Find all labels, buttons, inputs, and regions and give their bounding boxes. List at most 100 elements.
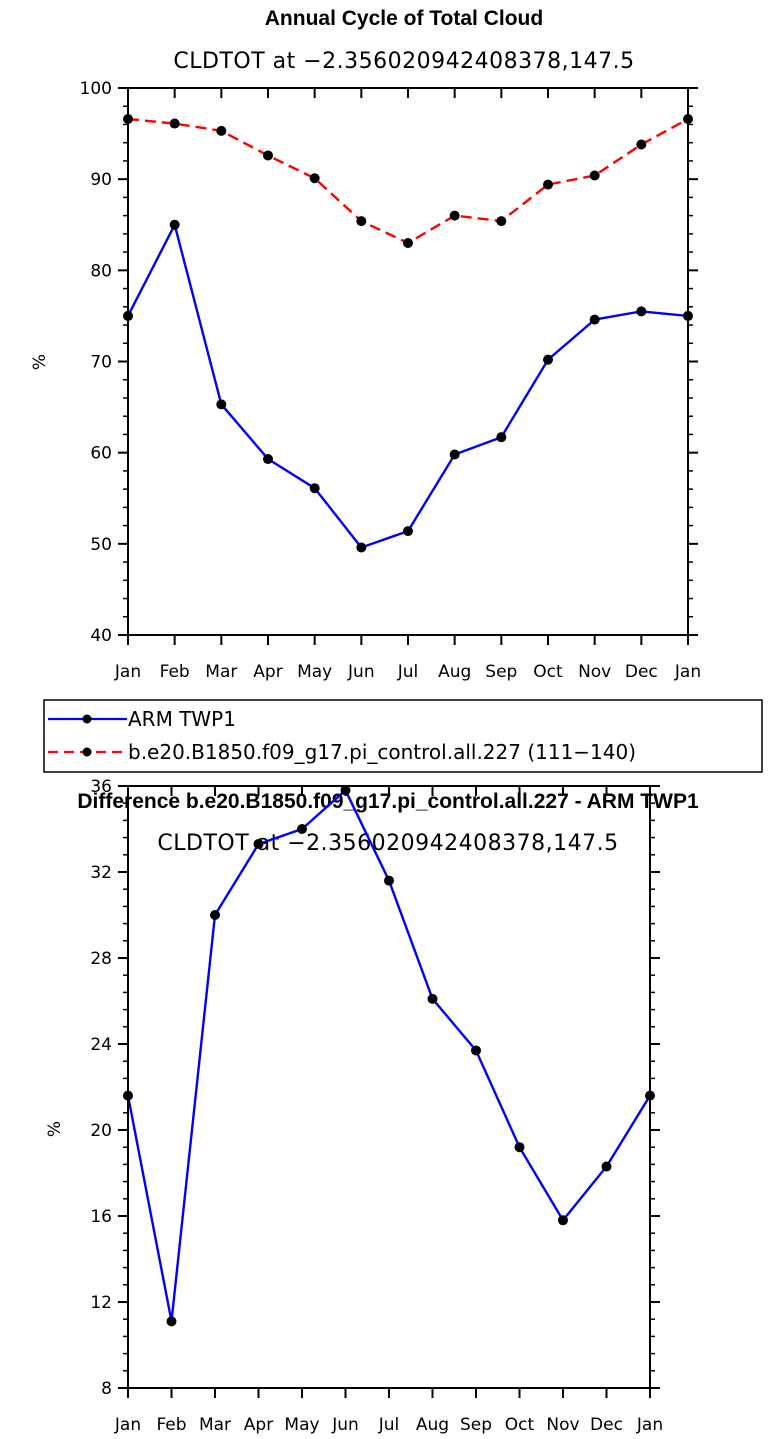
y-tick-label: 40 (90, 626, 112, 646)
series-1-point (263, 150, 273, 161)
series-0-point (309, 483, 320, 494)
chart1-major-ticks (118, 87, 698, 645)
chart1-title: Annual Cycle of Total Cloud (265, 7, 543, 30)
y-tick-label: 16 (90, 1207, 112, 1227)
y-tick-label: 60 (90, 444, 112, 464)
chart1-plot-frame (127, 87, 689, 636)
x-tick-label: Dec (590, 1415, 623, 1435)
x-tick-label: Oct (505, 1415, 535, 1435)
x-tick-label: May (297, 662, 332, 682)
x-tick-label: Mar (199, 1415, 231, 1435)
series-line-1 (127, 117, 689, 245)
x-tick-label: Jul (378, 1415, 400, 1435)
legend-marker-arm (82, 714, 92, 724)
chart1-series (123, 113, 693, 553)
chart1-x-tick-labels: Jan Feb Mar Apr May Jun Jul Aug Sep Oct Nov Dec Jan (114, 662, 701, 682)
series-0-point (169, 219, 180, 230)
x-tick-label: Sep (485, 662, 517, 682)
x-tick-label: Apr (253, 662, 282, 682)
x-tick-label: Nov (578, 662, 611, 682)
series-1-point (636, 139, 647, 150)
y-tick-label: 32 (90, 863, 112, 883)
series-0-point (543, 354, 553, 365)
series-0-point (636, 306, 647, 317)
series-1-point (216, 125, 227, 136)
y-tick-label: 12 (90, 1293, 112, 1313)
x-tick-label: Jan (674, 662, 701, 682)
chart2-y-tick-labels: 8 12 16 20 24 28 32 36 (90, 777, 112, 1399)
y-tick-label: 8 (101, 1379, 112, 1399)
chart1-minor-ticks (123, 105, 693, 618)
y-tick-label: 20 (90, 1121, 112, 1141)
series-0-point (601, 1161, 612, 1172)
legend-marker-model (82, 747, 92, 757)
series-1-point (309, 173, 320, 184)
y-tick-label: 50 (90, 535, 112, 555)
difference-chart: Difference b.e20.B1850.f09_g17.pi_contro… (45, 777, 699, 1435)
legend: ARM TWP1 b.e20.B1850.f09_g17.pi_control.… (43, 699, 763, 773)
x-tick-label: Aug (416, 1415, 449, 1435)
series-0-point (427, 993, 438, 1004)
x-tick-label: Nov (546, 1415, 579, 1435)
series-0-point (297, 824, 307, 834)
x-tick-label: Feb (156, 1415, 186, 1435)
x-tick-label: Jan (636, 1415, 663, 1435)
y-tick-label: 80 (90, 261, 112, 281)
series-1-point (169, 118, 180, 129)
chart1-y-axis-label: % (30, 354, 50, 370)
x-tick-label: Jan (114, 1415, 141, 1435)
chart2-x-tick-labels: Jan Feb Mar Apr May Jun Jul Aug Sep Oct Nov Dec Jan (114, 1415, 663, 1435)
series-0-point (166, 1316, 177, 1327)
legend-label-model: b.e20.B1850.f09_g17.pi_control.all.227 (… (128, 740, 636, 764)
y-tick-label: 90 (90, 170, 112, 190)
x-tick-label: Jan (114, 662, 141, 682)
y-tick-label: 28 (90, 949, 112, 969)
series-0-point (340, 785, 351, 796)
x-tick-label: Jun (331, 1415, 359, 1435)
x-tick-label: Jun (347, 662, 375, 682)
y-tick-label: 36 (90, 777, 112, 797)
chart2-subtitle: CLDTOT at −2.356020942408378,147.5 (157, 831, 618, 856)
series-1-point (589, 170, 600, 181)
series-1-point (496, 216, 507, 227)
series-0-point (384, 875, 394, 886)
legend-label-arm: ARM TWP1 (128, 707, 236, 731)
series-line-0 (126, 789, 652, 1323)
x-tick-label: Feb (160, 662, 190, 682)
chart2-series (123, 785, 655, 1327)
y-tick-label: 70 (90, 353, 112, 373)
series-0-point (589, 314, 600, 325)
series-0-point (356, 542, 367, 553)
series-1-point (403, 237, 413, 248)
chart2-title: Difference b.e20.B1850.f09_g17.pi_contro… (77, 790, 699, 813)
series-0-point (449, 449, 460, 460)
series-0-point (403, 526, 413, 537)
chart2-minor-ticks (123, 802, 655, 1372)
chart2-plot-frame (127, 785, 651, 1389)
legend-box (43, 699, 763, 773)
x-tick-label: Jul (397, 662, 419, 682)
x-tick-label: May (284, 1415, 319, 1435)
x-tick-label: Aug (438, 662, 471, 682)
x-tick-label: Sep (460, 1415, 492, 1435)
x-tick-label: Apr (244, 1415, 273, 1435)
chart1-y-tick-labels: 40 50 60 70 80 90 100 (80, 79, 112, 646)
series-0-point (496, 432, 507, 443)
y-tick-label: 24 (90, 1035, 112, 1055)
series-1-point (449, 210, 460, 221)
series-1-point (356, 216, 367, 227)
series-line-0 (126, 223, 689, 549)
series-0-point (216, 399, 227, 410)
chart2-y-axis-label: % (45, 1121, 65, 1137)
chart1-subtitle: CLDTOT at −2.356020942408378,147.5 (173, 49, 634, 74)
annual-cycle-chart: Annual Cycle of Total Cloud CLDTOT at −2… (30, 7, 701, 682)
series-0-point (471, 1045, 481, 1056)
series-0-point (253, 839, 264, 850)
series-0-point (263, 454, 273, 465)
series-0-point (210, 910, 220, 920)
series-0-point (558, 1215, 568, 1226)
series-0-point (514, 1142, 525, 1153)
y-tick-label: 100 (80, 79, 112, 99)
series-1-point (543, 179, 553, 190)
